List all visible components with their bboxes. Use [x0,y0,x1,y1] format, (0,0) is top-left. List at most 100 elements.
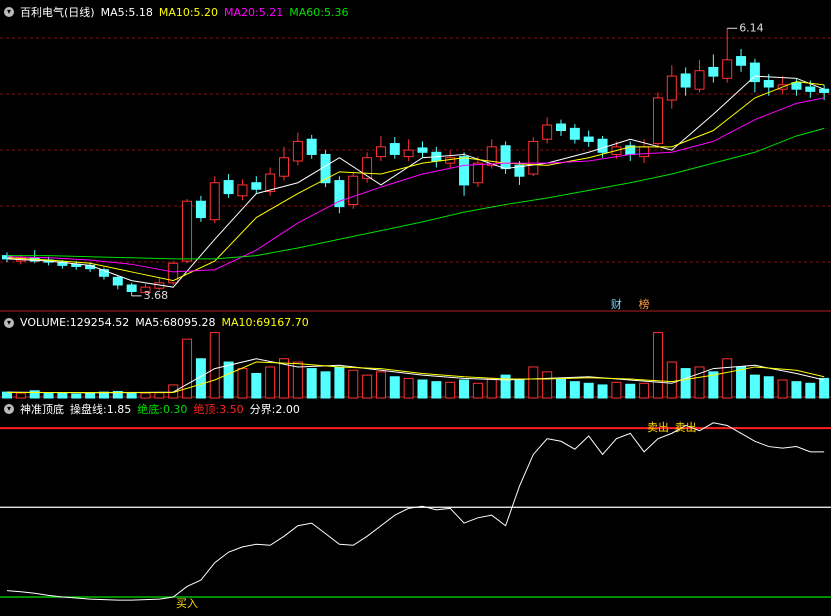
legend-name: MA5: [135,316,164,329]
candle-body [362,157,373,179]
ma-line [6,75,825,288]
legend-item: 操盘线:1.85 [70,401,131,417]
annotation: 榜 [639,297,650,311]
candle-body [209,182,220,221]
volume-bar [292,361,303,399]
signal-label: 买入 [176,597,198,610]
volume-bar [625,383,636,399]
volume-bar [431,381,442,399]
candle-body [666,75,677,101]
menu-icon[interactable]: ▾ [4,317,14,328]
volume-bar [459,379,470,399]
price-legend: ▾ 百利电气(日线) MA5:5.18 MA10:5.20 MA20:5.21 MA60:… [4,4,348,20]
annotation: 财 [611,297,622,311]
indicator-legend: ▾ 神准顶底 操盘线:1.85 绝底:0.30 绝顶:3.50 分界:2.00 [4,401,300,417]
volume-bar [306,368,317,399]
volume-bar [763,376,774,399]
legend-item: MA10:5.20 [159,6,218,19]
volume-bar [209,332,220,399]
candle-body [223,180,234,195]
volume-bar [749,374,760,399]
extreme-label: 6.14 [739,21,764,34]
legend-value: 5.20 [193,5,219,19]
candle-body [694,70,705,90]
candle-body [652,97,663,145]
candle-body [182,200,193,262]
candle-body [389,143,400,155]
candle-body [486,146,497,166]
volume-bar [334,366,345,399]
candle-body [472,162,483,184]
volume-bar [694,366,705,399]
volume-bar [154,392,165,399]
candle-body [279,157,289,177]
candle-body [348,175,359,205]
signal-label: 卖出 [647,420,669,434]
candle-body [237,184,248,197]
candle-body [251,182,262,190]
volume-bar [403,377,414,399]
volume-bar [237,368,248,399]
volume-bar [666,361,677,399]
volume-bar [652,332,663,399]
legend-value: 1.85 [106,403,132,416]
legend-item: MA5:5.18 [101,6,153,19]
legend-name: 分界: [249,403,276,416]
candle-body [736,56,747,66]
candle-body [459,156,470,186]
volume-bar [140,392,151,399]
candle-body [569,127,580,140]
volume-bar [195,358,206,399]
volume-bar [514,379,525,399]
candle-body [126,284,137,293]
volume-bar [708,371,719,399]
legend-value: 5.21 [258,5,284,19]
menu-icon[interactable]: ▾ [4,404,14,414]
candle-body [320,153,331,184]
legend-value: 5.18 [128,5,153,19]
volume-bar [556,377,566,399]
legend-item: 绝顶:3.50 [193,401,243,417]
candle-body [334,180,345,208]
legend-value: 68095.28 [163,316,216,329]
legend-name: MA20: [224,5,259,19]
candle-body [819,88,830,93]
volume-bar [680,368,691,399]
candle-body [112,276,123,286]
candle-body [403,149,414,158]
volume-bar [611,381,622,399]
legend-item: VOLUME:129254.52 [20,316,129,329]
candle-body [708,66,719,77]
candle-body [265,173,276,192]
volume-bar [15,392,26,399]
volume-bar [569,381,580,399]
volume-bar [777,379,788,399]
volume-bar [542,371,553,399]
legend-item: MA60:5.36 [289,6,348,19]
candle-body [140,286,151,294]
legend-name: MA5: [100,5,129,19]
legend-item: 分界:2.00 [250,401,300,417]
chart-title: 神准顶底 [20,403,64,416]
volume-bar [639,382,650,399]
legend-name: VOLUME: [20,316,70,329]
candle-body [500,145,511,170]
volume-bar [736,366,747,399]
volume-bar [29,390,40,399]
candle-body [292,140,303,162]
volume-bar [265,366,276,399]
volume-bar [2,391,12,399]
volume-legend: ▾ VOLUME:129254.52 MA5:68095.28 MA10:69167.… [4,316,309,329]
volume-bar [112,390,123,399]
legend-value: 3.50 [219,403,244,416]
candle-body [528,140,539,175]
legend-value: 2.00 [275,403,300,416]
ma-line [6,81,825,282]
menu-icon[interactable]: ▾ [4,7,14,17]
candle-body [749,62,760,83]
volume-bar [722,358,733,399]
legend-item: MA20:5.21 [224,6,283,19]
grid [0,37,831,263]
